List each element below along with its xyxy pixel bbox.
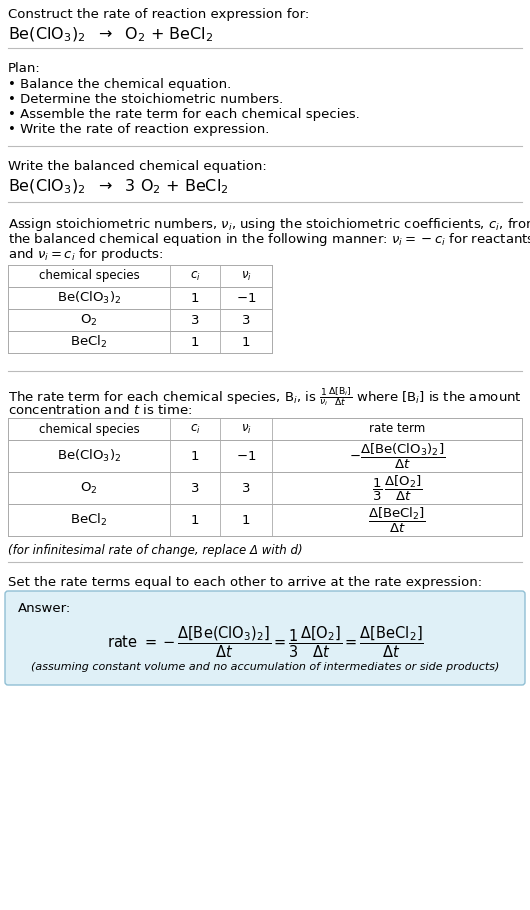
FancyBboxPatch shape	[5, 591, 525, 685]
Text: Be(ClO$_3$)$_2$: Be(ClO$_3$)$_2$	[57, 290, 121, 306]
Bar	[8, 309, 272, 331]
Text: rate $= -\dfrac{\Delta[\mathrm{Be(ClO_3)_2}]}{\Delta t}= \dfrac{1}{3}\dfrac{\Del: rate $= -\dfrac{\Delta[\mathrm{Be(ClO_3)…	[107, 624, 423, 660]
Text: 1: 1	[242, 513, 250, 527]
Text: 1: 1	[191, 450, 199, 462]
Text: BeCl$_2$: BeCl$_2$	[70, 512, 108, 528]
Text: $\dfrac{1}{3}\,\dfrac{\Delta[\mathrm{O_2}]}{\Delta t}$: $\dfrac{1}{3}\,\dfrac{\Delta[\mathrm{O_2…	[372, 473, 422, 502]
Text: chemical species: chemical species	[39, 422, 139, 436]
Text: Answer:: Answer:	[18, 602, 71, 615]
Bar	[8, 418, 522, 440]
Text: the balanced chemical equation in the following manner: $\nu_i = -c_i$ for react: the balanced chemical equation in the fo…	[8, 231, 530, 248]
Text: BeCl$_2$: BeCl$_2$	[70, 334, 108, 350]
Text: $\nu_i$: $\nu_i$	[241, 422, 251, 436]
Text: • Determine the stoichiometric numbers.: • Determine the stoichiometric numbers.	[8, 93, 283, 106]
Text: $-1$: $-1$	[236, 450, 256, 462]
Text: O$_2$: O$_2$	[80, 480, 98, 496]
Text: • Assemble the rate term for each chemical species.: • Assemble the rate term for each chemic…	[8, 108, 360, 121]
Text: Construct the rate of reaction expression for:: Construct the rate of reaction expressio…	[8, 8, 309, 21]
Text: 1: 1	[191, 336, 199, 349]
Text: 1: 1	[191, 513, 199, 527]
Text: chemical species: chemical species	[39, 269, 139, 282]
Text: 3: 3	[242, 314, 250, 327]
Text: Plan:: Plan:	[8, 62, 41, 75]
Text: O$_2$: O$_2$	[80, 312, 98, 328]
Bar	[8, 331, 272, 353]
Text: • Write the rate of reaction expression.: • Write the rate of reaction expression.	[8, 123, 269, 136]
Text: Set the rate terms equal to each other to arrive at the rate expression:: Set the rate terms equal to each other t…	[8, 576, 482, 589]
Text: concentration and $t$ is time:: concentration and $t$ is time:	[8, 403, 192, 417]
Text: $-\dfrac{\Delta[\mathrm{Be(ClO_3)_2}]}{\Delta t}$: $-\dfrac{\Delta[\mathrm{Be(ClO_3)_2}]}{\…	[349, 441, 445, 470]
Text: 1: 1	[191, 291, 199, 305]
Text: Be(ClO$_3$)$_2$: Be(ClO$_3$)$_2$	[57, 448, 121, 464]
Bar	[8, 440, 522, 472]
Bar	[8, 504, 522, 536]
Text: $\dfrac{\Delta[\mathrm{BeCl_2}]}{\Delta t}$: $\dfrac{\Delta[\mathrm{BeCl_2}]}{\Delta …	[368, 505, 426, 534]
Text: $\nu_i$: $\nu_i$	[241, 269, 251, 282]
Text: rate term: rate term	[369, 422, 425, 436]
Text: $c_i$: $c_i$	[190, 422, 200, 436]
Bar	[8, 287, 272, 309]
Text: 3: 3	[242, 481, 250, 494]
Bar	[8, 265, 272, 287]
Text: Write the balanced chemical equation:: Write the balanced chemical equation:	[8, 160, 267, 173]
Bar	[8, 472, 522, 504]
Text: 3: 3	[191, 314, 199, 327]
Text: Be(ClO$_3$)$_2$  $\rightarrow$  3 O$_2$ + BeCl$_2$: Be(ClO$_3$)$_2$ $\rightarrow$ 3 O$_2$ + …	[8, 178, 229, 197]
Text: and $\nu_i = c_i$ for products:: and $\nu_i = c_i$ for products:	[8, 246, 164, 263]
Text: $-1$: $-1$	[236, 291, 256, 305]
Text: 1: 1	[242, 336, 250, 349]
Text: • Balance the chemical equation.: • Balance the chemical equation.	[8, 78, 231, 91]
Text: 3: 3	[191, 481, 199, 494]
Text: (for infinitesimal rate of change, replace Δ with d): (for infinitesimal rate of change, repla…	[8, 544, 303, 557]
Text: Assign stoichiometric numbers, $\nu_i$, using the stoichiometric coefficients, $: Assign stoichiometric numbers, $\nu_i$, …	[8, 216, 530, 233]
Text: (assuming constant volume and no accumulation of intermediates or side products): (assuming constant volume and no accumul…	[31, 662, 499, 672]
Text: $c_i$: $c_i$	[190, 269, 200, 282]
Text: The rate term for each chemical species, B$_i$, is $\frac{1}{\nu_i}\frac{\Delta[: The rate term for each chemical species,…	[8, 385, 522, 408]
Text: Be(ClO$_3$)$_2$  $\rightarrow$  O$_2$ + BeCl$_2$: Be(ClO$_3$)$_2$ $\rightarrow$ O$_2$ + Be…	[8, 26, 214, 45]
